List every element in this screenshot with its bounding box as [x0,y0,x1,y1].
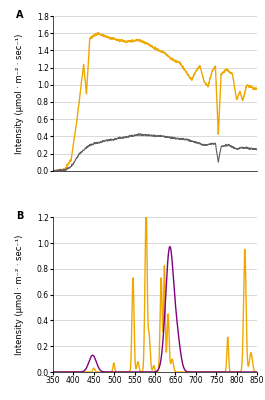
Y-axis label: Intensity (μmol · m⁻² · sec⁻¹): Intensity (μmol · m⁻² · sec⁻¹) [15,234,24,355]
Text: A: A [16,10,24,20]
Y-axis label: Intensity (μmol · m⁻² · sec⁻¹): Intensity (μmol · m⁻² · sec⁻¹) [15,33,24,154]
Text: B: B [16,211,24,221]
